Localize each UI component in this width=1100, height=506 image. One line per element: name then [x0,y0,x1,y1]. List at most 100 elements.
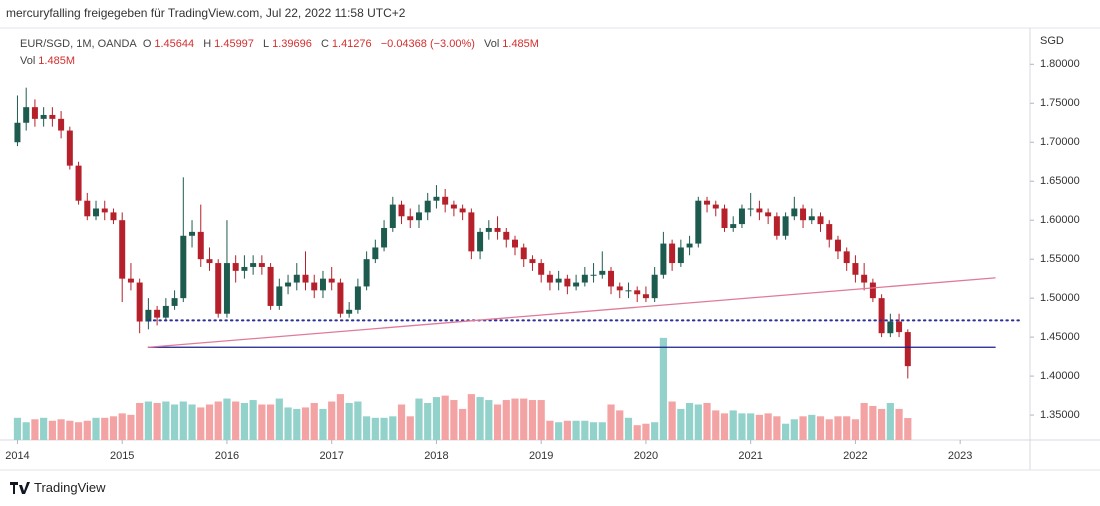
candle-body [599,270,606,275]
candle-body [625,290,632,292]
volume-bar [738,413,746,440]
volume-bar [502,400,510,440]
candle-body [180,235,187,299]
candle-body [773,216,780,236]
candle-body [704,200,711,205]
volume-bar [816,416,825,440]
y-tick-label: 1.80000 [1040,58,1080,70]
volume-bar [83,420,91,440]
volume-bar [232,401,240,440]
volume-bar [633,425,641,440]
candle-body [293,274,300,283]
candle-body [721,208,728,228]
candle-body [843,251,850,264]
candle-body [407,216,414,221]
volume-bar [843,416,851,440]
y-tick-label: 1.65000 [1040,175,1080,187]
candle-body [250,263,257,267]
volume-bar [493,404,502,440]
volume-bar [153,402,161,440]
candle-body [538,263,545,275]
candle-body [189,231,196,236]
volume-bar [546,420,554,440]
candle-body [23,107,30,123]
candle-body [634,290,641,295]
label: H [203,38,212,50]
candle-body [206,259,213,264]
candle-body [590,274,597,276]
volume-bar [319,408,327,440]
candle-body [529,259,536,264]
volume-bar [651,422,659,440]
volume-bar [22,422,30,440]
volume-bar [773,416,781,440]
y-tick-label: 1.75000 [1040,97,1080,109]
y-tick-label: 1.50000 [1040,292,1080,304]
candle-body [573,282,580,287]
candle-body [477,231,484,252]
volume-bar [197,407,205,440]
candle-body [66,130,73,166]
volume-bar [476,397,484,440]
volume-bar [162,401,170,440]
y-axis-label: SGD [1040,35,1064,47]
candle-body [267,266,274,306]
volume-bar [677,408,685,440]
volume-bar [485,400,493,440]
candle-body [119,220,126,279]
candle-body [869,282,876,299]
volume-bar [74,422,83,440]
volume-bar [266,404,275,440]
candle-body [800,208,807,221]
candle-body [686,243,693,248]
volume-bar [781,423,790,440]
symbol: EUR/SGD, 1M, OANDA [20,38,137,50]
volume-bar [179,401,187,440]
header: mercuryfalling freigegeben für TradingVi… [6,6,406,20]
volume-bar [13,417,22,440]
candle-body [878,298,885,334]
y-tick-label: 1.70000 [1040,136,1080,148]
candle-body [485,227,492,232]
volume-bar [57,419,65,440]
candle-body [904,332,911,367]
y-tick-label: 1.35000 [1040,409,1080,421]
volume-bar [563,420,571,440]
volume-bar [136,402,144,440]
volume-bar [92,417,100,440]
volume-bar [223,398,231,440]
volume-bar [101,417,109,440]
candle-body [319,278,326,291]
candle-body [808,216,815,221]
candle-body [791,208,798,217]
volume-bar [860,402,868,440]
value: 1.45644 [154,38,195,50]
volume-bar [31,419,39,440]
x-tick-label: 2019 [529,450,553,462]
candle-body [381,227,388,248]
x-tick-label: 2017 [319,450,343,462]
candle-body [363,259,370,287]
volume-bar [310,402,318,440]
volume-bar [371,417,379,440]
volume-bar [188,404,196,440]
volume-bar [432,397,441,440]
volume-bar [712,410,720,440]
volume-bar [878,408,886,440]
volume-bar [275,398,283,440]
volume-bar [467,394,475,440]
candle-body [162,305,169,318]
volume-bar [214,401,222,440]
candle-body [677,247,684,264]
volume-bar [48,420,56,440]
volume-bar [572,420,580,440]
value: 1.39696 [272,38,312,50]
volume-bar [555,422,563,440]
volume-bar [764,413,772,440]
volume-bar [685,402,694,440]
value: 1.41276 [331,38,372,50]
x-tick-label: 2016 [215,450,239,462]
candle-body [660,243,667,275]
volume-bar [703,402,711,440]
